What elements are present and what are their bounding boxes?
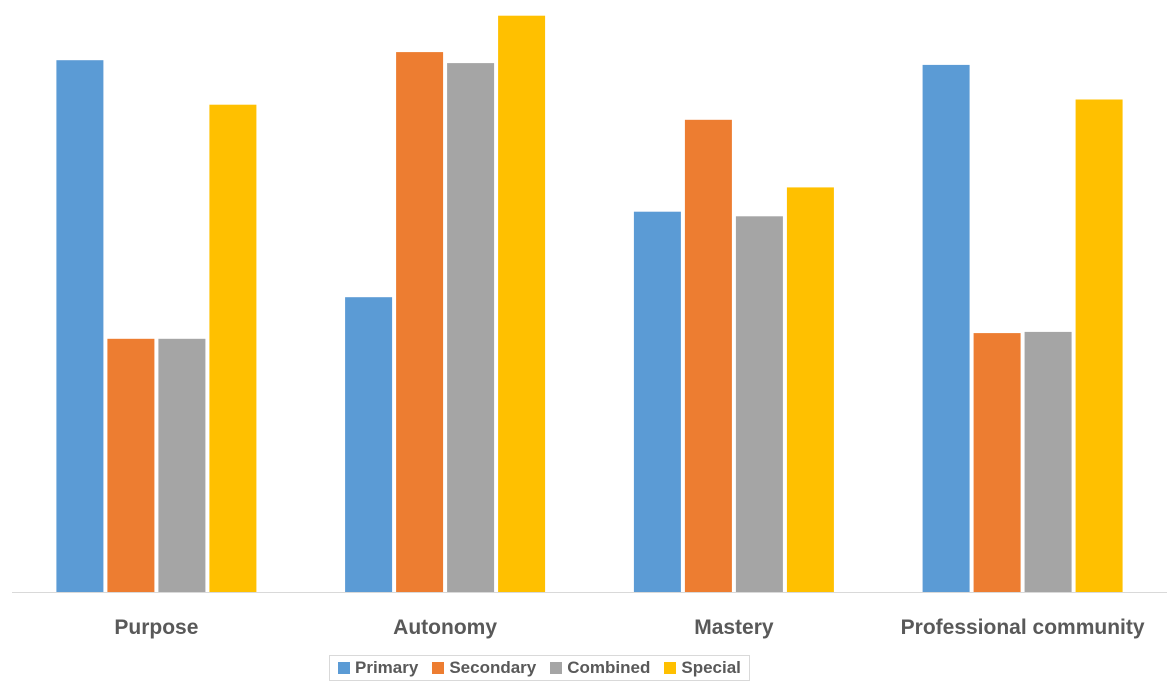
bar-primary-purpose [56,60,104,592]
bar-combined-autonomy [447,63,495,593]
bar-primary-mastery [633,211,681,592]
bar-secondary-purpose [107,338,155,592]
bar-secondary-mastery [684,119,732,593]
legend-item-secondary: Secondary [432,658,536,678]
bar-primary-autonomy [345,297,393,592]
legend-label-primary: Primary [355,658,419,677]
legend-label-special: Special [681,658,741,677]
legend-item-primary: Primary [338,658,418,678]
bar-special-purpose [209,104,257,592]
bar-special-autonomy [498,15,546,592]
bar-special-professional-community [1075,99,1123,592]
legend-swatch-special [664,662,677,674]
legend-swatch-secondary [432,662,445,674]
bar-combined-mastery [735,216,783,593]
x-tick-label: Autonomy [393,616,497,639]
legend-label-secondary: Secondary [449,658,537,677]
x-tick-label: Purpose [114,616,198,639]
legend-swatch-combined [550,662,563,674]
legend: Primary Secondary Combined Special [329,655,750,681]
legend-label-combined: Combined [567,658,651,677]
bar-special-mastery [786,187,834,592]
bar-chart-plot: Purpose Autonomy Mastery Professional commu… [12,15,1167,639]
x-tick-label: Mastery [694,616,774,639]
bar-primary-professional-community [922,64,970,592]
bar-secondary-professional-community [973,333,1021,592]
legend-item-special: Special [664,658,741,678]
legend-item-combined: Combined [550,658,650,678]
x-tick-label: Professional community [901,616,1145,639]
bar-secondary-autonomy [396,52,444,593]
bar-combined-purpose [158,338,206,592]
legend-swatch-primary [338,662,350,674]
bar-combined-professional-community [1024,331,1072,592]
